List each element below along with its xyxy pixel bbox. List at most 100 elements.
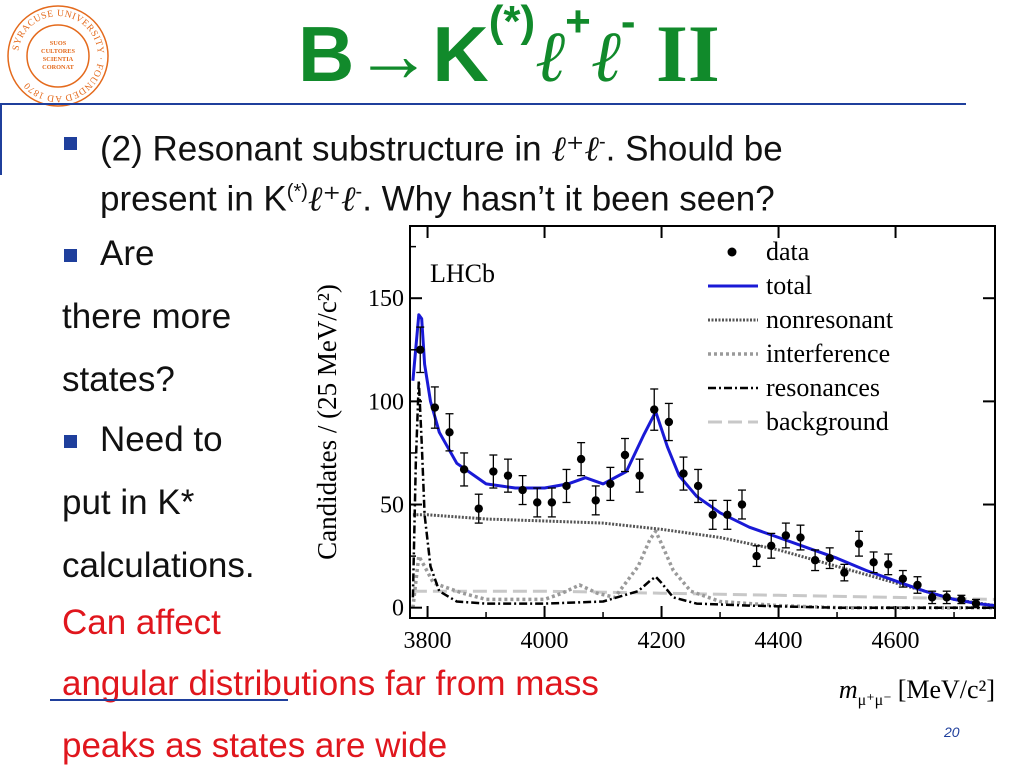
legend-item: interference bbox=[708, 339, 890, 368]
title-ell-2-sup: - bbox=[620, 0, 636, 46]
legend-item: resonances bbox=[708, 373, 880, 402]
resonances-curve bbox=[411, 379, 995, 609]
data-marker bbox=[957, 595, 966, 604]
legend-data-marker bbox=[727, 247, 737, 257]
data-point bbox=[723, 499, 732, 530]
data-point bbox=[737, 489, 747, 520]
red-line2: angular distributions far from mass bbox=[62, 664, 599, 703]
title-ell-1-sup: + bbox=[565, 0, 591, 46]
data-marker bbox=[942, 593, 951, 602]
legend-item: data bbox=[727, 237, 810, 266]
data-point bbox=[957, 594, 966, 605]
data-marker bbox=[620, 450, 630, 460]
bullet1-ll-2: ℓ⁺ℓ bbox=[307, 179, 356, 220]
data-point bbox=[430, 386, 440, 429]
data-point bbox=[854, 530, 864, 557]
bullet1-minus-2: - bbox=[355, 181, 363, 203]
x-tick-label: 4400 bbox=[755, 628, 803, 654]
data-marker bbox=[635, 471, 644, 480]
data-point bbox=[445, 413, 454, 452]
data-marker bbox=[737, 500, 747, 509]
data-marker bbox=[445, 428, 454, 437]
y-tick-label: 50 bbox=[380, 493, 404, 519]
data-point bbox=[840, 563, 849, 582]
y-axis-label: Candidates / (25 MeV/c²) bbox=[312, 284, 342, 560]
plot-frame bbox=[409, 225, 996, 619]
data-marker bbox=[503, 471, 513, 480]
data-point bbox=[810, 549, 820, 572]
data-marker bbox=[840, 568, 849, 577]
bullet1-ll: ℓ⁺ℓ bbox=[551, 129, 599, 170]
bullet1-k-sup: (*) bbox=[286, 181, 308, 203]
y-tick-label: 0 bbox=[392, 596, 404, 622]
title-ell-2: ℓ bbox=[590, 14, 621, 98]
title-k: K bbox=[432, 10, 489, 98]
legend-item: nonresonant bbox=[708, 305, 894, 334]
bullet2-line1: Are bbox=[100, 234, 155, 273]
title-arrow: → bbox=[354, 10, 433, 98]
red-line3: peaks as states are wide bbox=[62, 726, 448, 765]
slide-title: B→K(*)ℓ+ℓ- II bbox=[298, 0, 720, 104]
bullet3-line1: Need to bbox=[100, 420, 223, 459]
bullet1-text-b: . Should be bbox=[605, 129, 783, 169]
x-axis-label-sub: μ⁺μ⁻ bbox=[858, 692, 892, 709]
data-point bbox=[650, 388, 659, 431]
data-point bbox=[767, 532, 776, 559]
bullet1-line2: present in K(*)ℓ⁺ℓ-. Why hasn’t it been … bbox=[100, 172, 775, 220]
bullet-marker bbox=[64, 249, 77, 262]
legend-label: resonances bbox=[766, 373, 880, 402]
data-point bbox=[913, 576, 922, 594]
data-point bbox=[781, 522, 791, 549]
data-point bbox=[562, 468, 571, 504]
data-marker bbox=[723, 510, 732, 520]
data-marker bbox=[927, 593, 937, 602]
data-marker bbox=[430, 403, 440, 412]
background-curve bbox=[412, 589, 996, 601]
data-point bbox=[679, 456, 688, 491]
data-point bbox=[693, 468, 703, 504]
data-point bbox=[927, 590, 937, 605]
x-tick-label: 4000 bbox=[521, 628, 569, 654]
title-ell-1: ℓ bbox=[535, 14, 566, 98]
data-point bbox=[664, 402, 674, 442]
x-tick-label: 4600 bbox=[872, 628, 920, 654]
logo-motto-word: CORONAT bbox=[42, 64, 75, 71]
page-number: 20 bbox=[944, 724, 960, 740]
left-rule bbox=[0, 103, 2, 175]
data-point bbox=[489, 454, 498, 489]
bullet2-line2: there more bbox=[62, 297, 232, 336]
x-axis-label-m: m bbox=[839, 675, 858, 704]
data-marker bbox=[913, 580, 922, 590]
data-marker bbox=[533, 498, 542, 507]
data-point bbox=[942, 590, 951, 605]
data-marker bbox=[416, 345, 425, 354]
data-point bbox=[971, 598, 981, 609]
logo-motto-word: SCIENTIA bbox=[43, 56, 74, 63]
data-point bbox=[898, 569, 908, 588]
data-marker bbox=[650, 405, 659, 414]
total-curve bbox=[411, 313, 996, 608]
x-axis-label-unit: [MeV/c²] bbox=[898, 675, 995, 704]
bullet1-text-c: present in K bbox=[100, 179, 287, 219]
data-point bbox=[635, 458, 644, 493]
data-marker bbox=[474, 504, 483, 513]
data-marker bbox=[547, 498, 557, 507]
x-tick-label: 4200 bbox=[638, 628, 686, 654]
data-point bbox=[474, 493, 483, 524]
nonresonant-curve bbox=[412, 513, 996, 608]
data-point bbox=[825, 547, 834, 570]
x-axis-label: mμ⁺μ⁻ [MeV/c²] bbox=[839, 675, 995, 709]
data-point bbox=[708, 499, 717, 530]
data-marker bbox=[767, 541, 776, 550]
data-point bbox=[752, 545, 761, 568]
bullet1-minus: - bbox=[598, 131, 606, 153]
legend-item: background bbox=[708, 407, 889, 436]
logo-motto-word: SUOS bbox=[50, 40, 67, 47]
x-tick-label: 3800 bbox=[404, 628, 452, 654]
syracuse-university-logo: SYRACUSE UNIVERSITY · FOUNDED AD 1870 SU… bbox=[7, 5, 109, 107]
title-b: B bbox=[298, 10, 355, 98]
data-point bbox=[547, 487, 557, 518]
data-point bbox=[459, 452, 469, 487]
legend-item: total bbox=[708, 271, 812, 300]
data-marker bbox=[562, 481, 571, 491]
